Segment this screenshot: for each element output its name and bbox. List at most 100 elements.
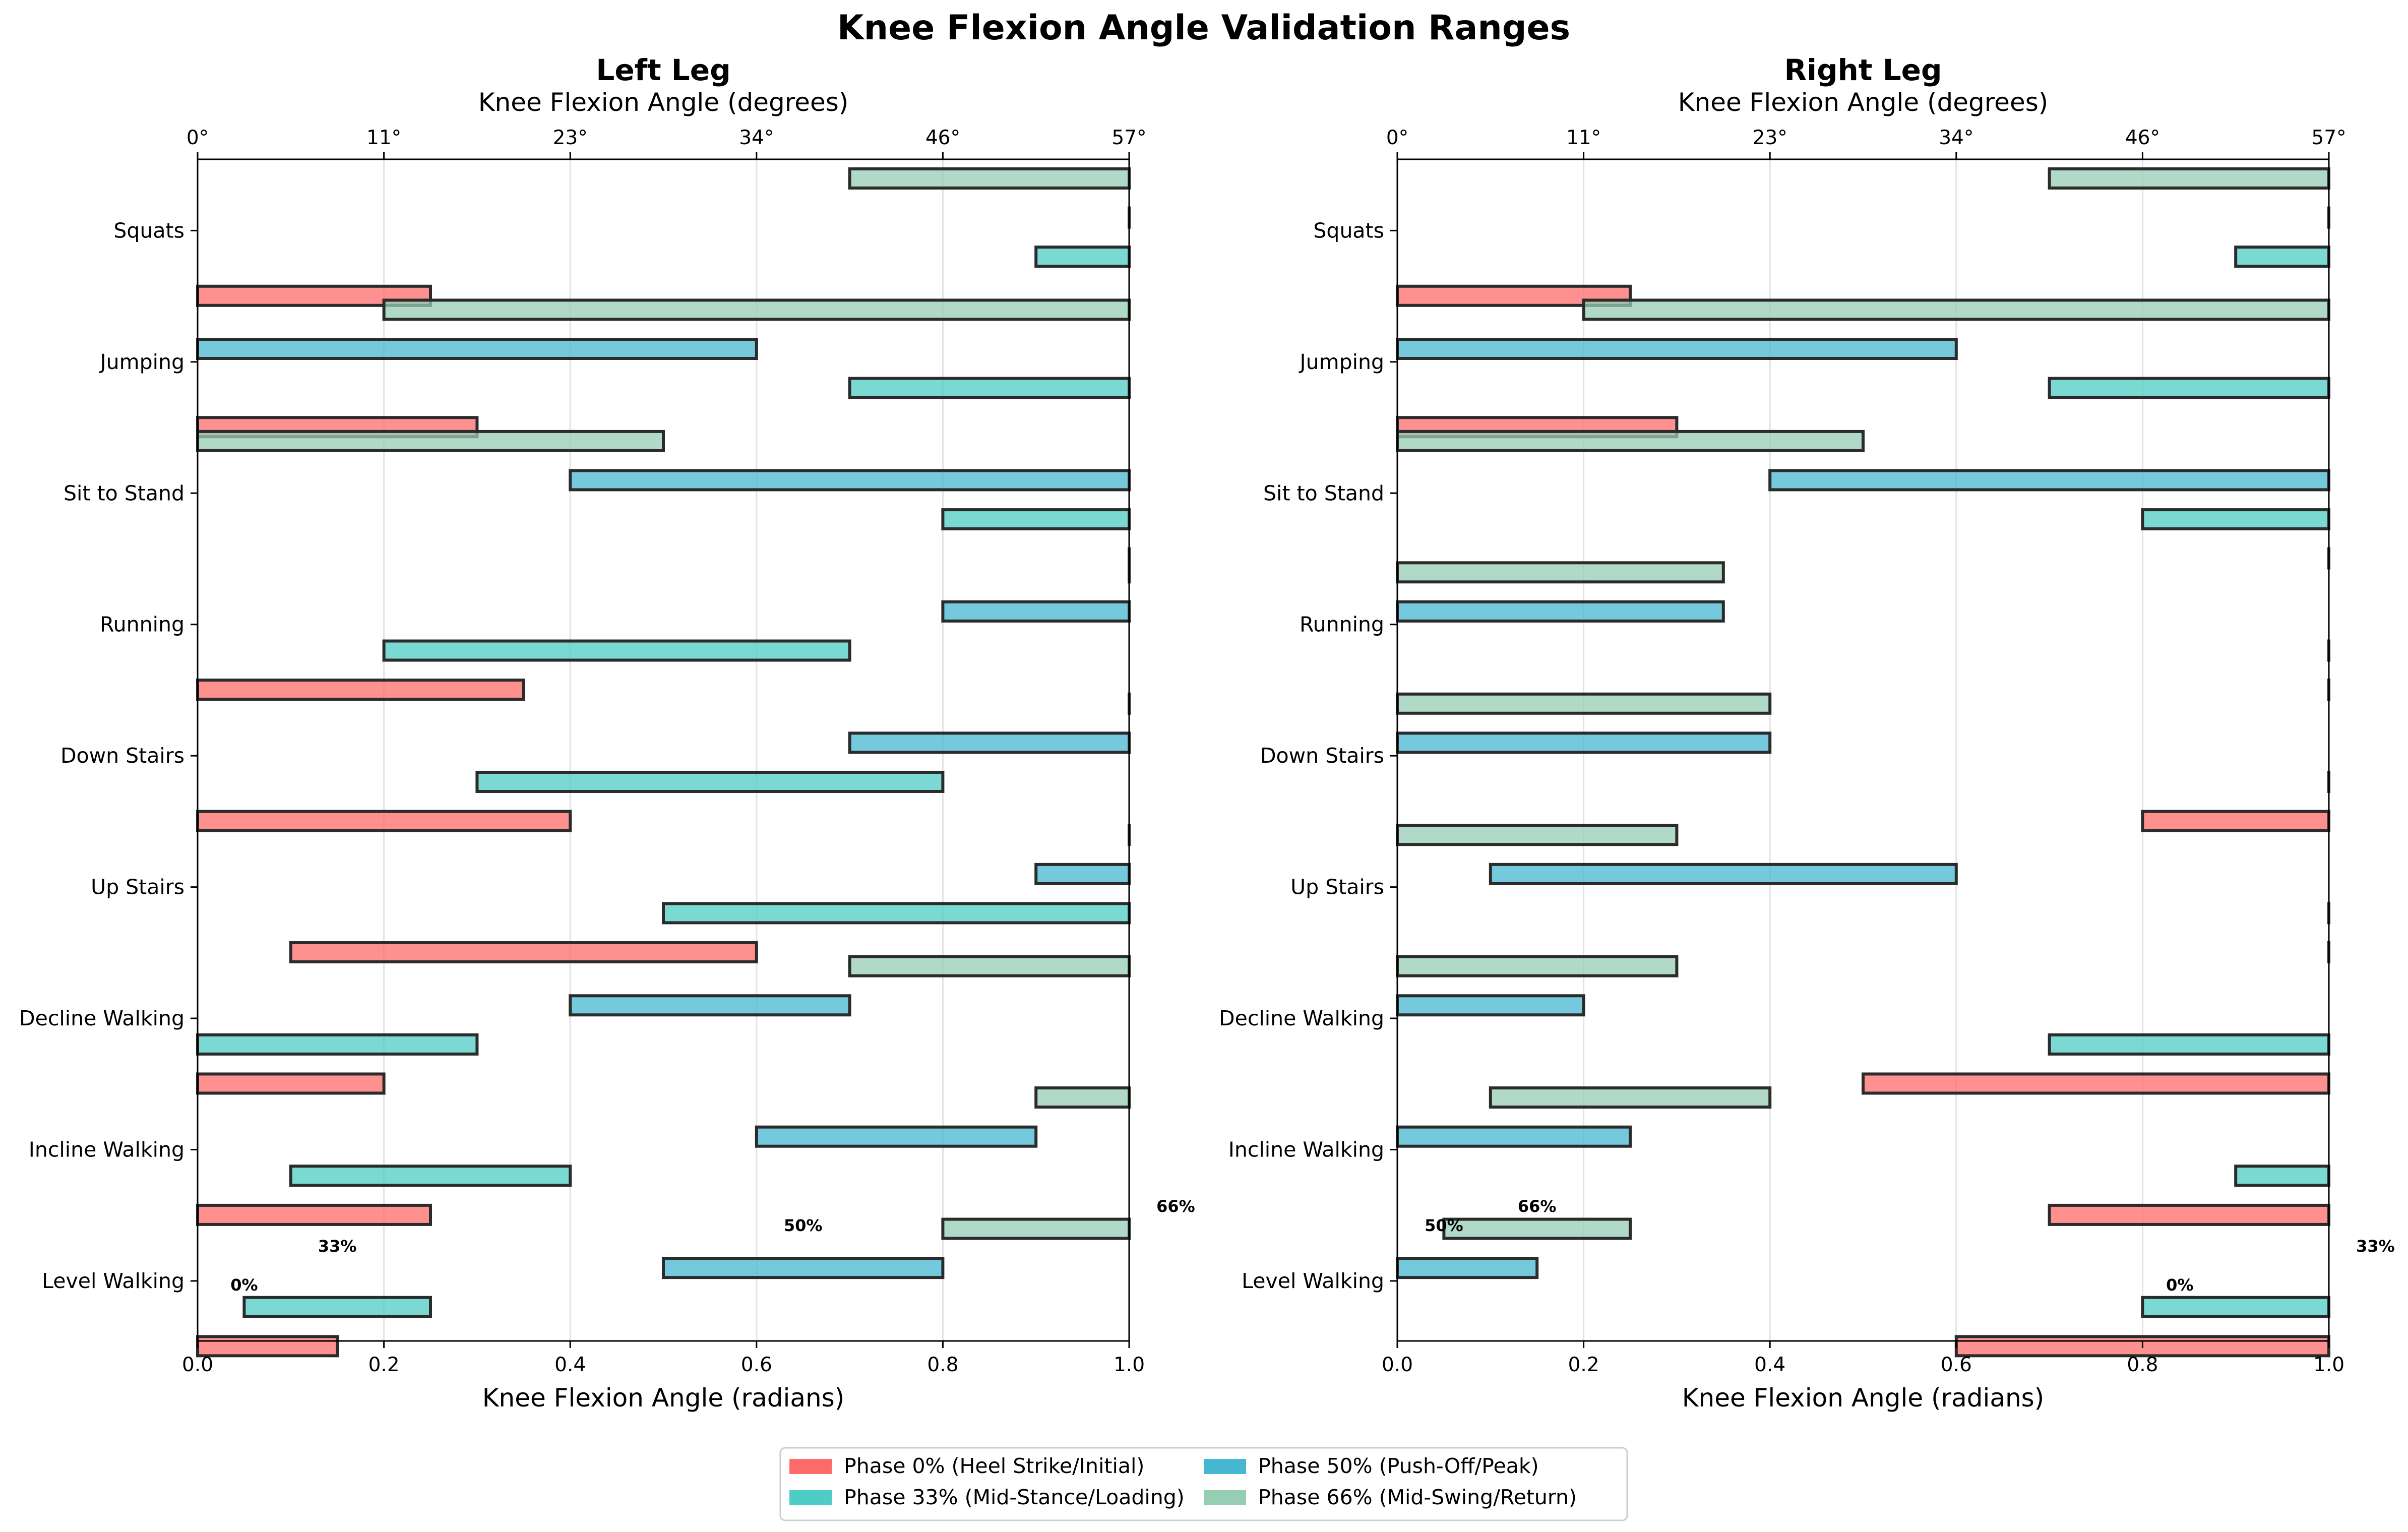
x-tick-label: 0.6 (1941, 1354, 1972, 1376)
phase-annotation: 66% (1518, 1197, 1557, 1216)
legend-label: Phase 66% (Mid-Swing/Return) (1258, 1485, 1577, 1509)
bar-phase-50-up-stairs (1489, 863, 1958, 885)
bar-phase-66-squats (2048, 167, 2331, 190)
phase-annotation: 0% (2166, 1275, 2193, 1295)
x-tick-label: 1.0 (1114, 1354, 1145, 1376)
x2-tick-label: 11° (366, 127, 401, 149)
category-label-down-stairs: Down Stairs (60, 744, 184, 768)
bar-phase-0-decline-walking (196, 1072, 386, 1095)
bar-phase-33-down-stairs (475, 770, 945, 793)
panel-title: Right Leg (1784, 53, 1942, 87)
x2-tick-label: 57° (2311, 127, 2346, 149)
x2-axis-label: Knee Flexion Angle (degrees) (1678, 88, 2049, 117)
bar-phase-33-squats (2234, 246, 2331, 268)
x2-tick-label: 0° (187, 127, 209, 149)
phase-annotation: 66% (1156, 1197, 1195, 1216)
x2-tick-label: 57° (1112, 127, 1146, 149)
bar-phase-33-squats (1034, 246, 1131, 268)
bar-phase-0-decline-walking (1862, 1072, 2330, 1095)
x2-tick-label: 0° (1386, 127, 1408, 149)
bar-phase-66-incline-walking (1034, 1086, 1131, 1109)
x-axis-label: Knee Flexion Angle (radians) (1682, 1383, 2044, 1413)
category-label-sit-to-stand: Sit to Stand (64, 481, 184, 505)
bar-phase-50-incline-walking (755, 1125, 1038, 1148)
category-label-decline-walking: Decline Walking (19, 1006, 184, 1030)
category-label-jumping: Jumping (99, 350, 184, 374)
legend-label: Phase 0% (Heel Strike/Initial) (844, 1454, 1144, 1478)
x-tick-label: 0.4 (554, 1354, 586, 1376)
category-label-squats: Squats (1313, 218, 1384, 242)
bar-phase-0-up-stairs (289, 941, 758, 964)
x-tick-label: 0.4 (1754, 1354, 1785, 1376)
bar-phase-33-incline-walking (2234, 1165, 2331, 1187)
bar-phase-50-sit-to-stand (569, 469, 1131, 492)
x-tick-label: 1.0 (2313, 1354, 2344, 1376)
bar-phase-66-jumping (1582, 298, 2331, 321)
left-leg-panel: 0.0 0.2 0.4 0.6 0.8 1.0 0° 11° 23° 34° 46° 57° Level… (19, 53, 1195, 1413)
category-label-down-stairs: Down Stairs (1260, 744, 1384, 768)
x-tick-label: 0.6 (741, 1354, 772, 1376)
category-label-level-walking: Level Walking (1242, 1269, 1384, 1293)
bar-phase-33-level-walking (2141, 1296, 2330, 1318)
legend-frame (779, 1447, 1628, 1521)
bar-phase-50-incline-walking (1396, 1125, 1632, 1148)
bar-phase-66-jumping (382, 298, 1131, 321)
category-label-squats: Squats (113, 218, 184, 242)
bar-phase-33-incline-walking (289, 1165, 572, 1187)
category-label-level-walking: Level Walking (42, 1269, 184, 1293)
bar-phase-0-squats (1396, 284, 1632, 307)
bar-phase-0-level-walking (196, 1335, 339, 1358)
x-tick-label: 0.0 (182, 1354, 213, 1376)
bar-phase-66-level-walking (941, 1217, 1131, 1240)
bar-phase-50-down-stairs (1396, 731, 1772, 754)
x2-tick-label: 23° (1753, 127, 1787, 149)
bar-phase-33-jumping (2048, 377, 2331, 399)
bar-phase-50-level-walking (1396, 1257, 1539, 1279)
bar-phase-0-incline-walking (196, 1203, 432, 1226)
category-label-up-stairs: Up Stairs (91, 875, 184, 899)
category-label-decline-walking: Decline Walking (1219, 1006, 1384, 1030)
bar-phase-50-running (941, 600, 1131, 623)
phase-annotation: 50% (784, 1216, 823, 1235)
x2-tick-label: 46° (925, 127, 960, 149)
category-label-running: Running (100, 612, 184, 637)
x-tick-label: 0.0 (1382, 1354, 1413, 1376)
bar-phase-66-sit-to-stand (1396, 430, 1865, 452)
legend-label: Phase 33% (Mid-Stance/Loading) (844, 1485, 1185, 1509)
figure-title: Knee Flexion Angle Validation Ranges (837, 8, 1570, 48)
right-leg-panel: 0.0 0.2 0.4 0.6 0.8 1.0 0° 11° 23° 34° 46° 57° Level… (1219, 53, 2395, 1413)
bar-phase-0-down-stairs (196, 810, 572, 832)
category-label-running: Running (1300, 612, 1384, 637)
bar-phase-33-decline-walking (2048, 1033, 2331, 1056)
x2-tick-label: 34° (739, 127, 774, 149)
bar-phase-66-running (1396, 561, 1725, 584)
bar-phase-50-level-walking (662, 1257, 945, 1279)
legend-swatch-phase-66 (1204, 1490, 1246, 1505)
bar-phase-50-jumping (196, 338, 758, 360)
legend-swatch-phase-50 (1204, 1459, 1246, 1474)
legend-label: Phase 50% (Push-Off/Peak) (1258, 1454, 1539, 1478)
x2-tick-label: 23° (553, 127, 588, 149)
bar-phase-66-decline-walking (848, 955, 1131, 977)
x-tick-label: 0.2 (1568, 1354, 1599, 1376)
bar-phase-33-running (382, 639, 851, 662)
bar-phase-66-up-stairs (1396, 824, 1679, 846)
phase-annotation: 50% (1425, 1216, 1463, 1235)
category-label-sit-to-stand: Sit to Stand (1263, 481, 1384, 505)
bar-phase-33-sit-to-stand (941, 508, 1131, 531)
bar-phase-0-down-stairs (2141, 810, 2330, 832)
bar-phase-66-squats (848, 167, 1131, 190)
bar-phase-33-decline-walking (196, 1033, 479, 1056)
bar-phase-50-decline-walking (569, 994, 851, 1017)
x2-tick-label: 46° (2125, 127, 2160, 149)
phase-annotation: 33% (2356, 1237, 2395, 1256)
category-label-incline-walking: Incline Walking (29, 1138, 184, 1162)
x-tick-label: 0.2 (368, 1354, 400, 1376)
bar-phase-33-level-walking (242, 1296, 432, 1318)
bar-phase-50-decline-walking (1396, 994, 1585, 1017)
bar-phase-50-running (1396, 600, 1725, 623)
category-label-jumping: Jumping (1299, 350, 1384, 374)
bar-phase-33-sit-to-stand (2141, 508, 2330, 531)
bar-phase-66-incline-walking (1489, 1086, 1772, 1109)
bar-phase-0-incline-walking (2048, 1203, 2331, 1226)
